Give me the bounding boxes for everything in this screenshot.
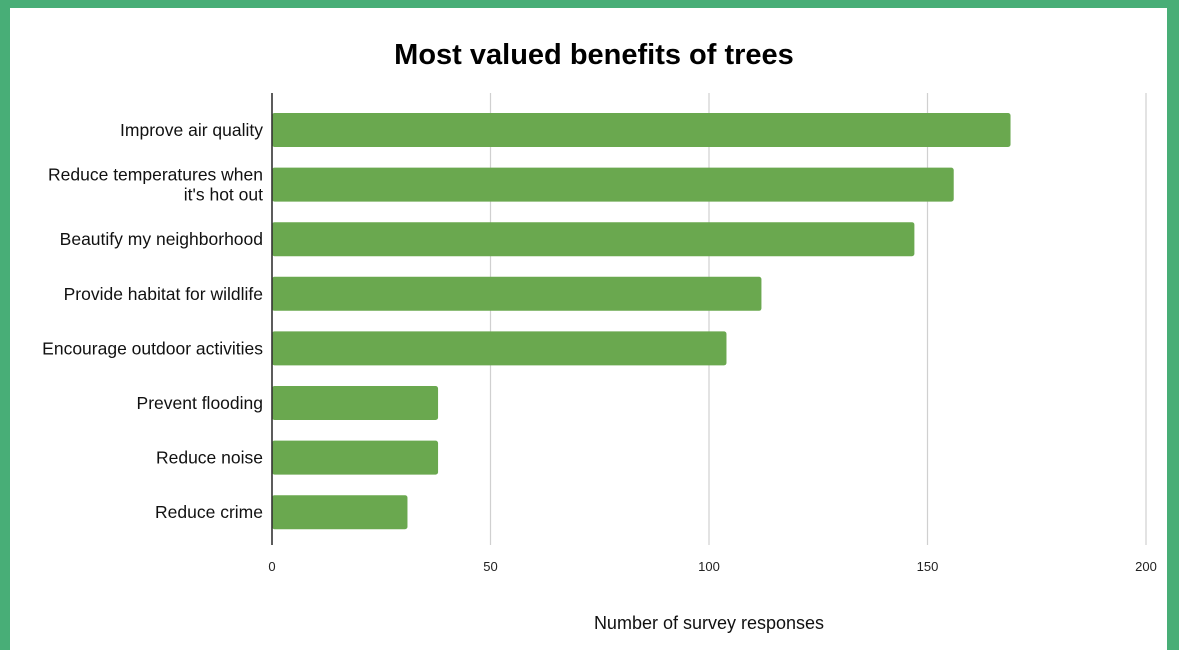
category-label: Encourage outdoor activities [42, 338, 263, 358]
category-label: Prevent flooding [137, 393, 263, 413]
x-tick-label: 200 [1135, 559, 1157, 574]
bar [272, 113, 1011, 147]
x-tick-label: 50 [483, 559, 497, 574]
category-label-line: it's hot out [184, 185, 263, 205]
category-label: Reduce noise [156, 448, 263, 468]
category-label: Reduce temperatures when it's hot out [48, 165, 263, 205]
category-label-line: Reduce noise [156, 448, 263, 468]
bar [272, 276, 762, 311]
category-label: Reduce crime [155, 502, 263, 522]
x-tick-label: 0 [268, 559, 275, 574]
bar [272, 167, 954, 202]
category-label-line: Reduce temperatures when [48, 165, 263, 185]
tick-labels: 0 50 100 150 200 [268, 559, 1156, 574]
category-label-line: Provide habitat for wildlife [64, 284, 263, 304]
category-label-line: Improve air quality [120, 120, 263, 140]
category-label-line: Reduce crime [155, 502, 263, 522]
bar [272, 222, 915, 257]
category-label-line: Encourage outdoor activities [42, 338, 263, 358]
category-label-line: Beautify my neighborhood [60, 229, 263, 249]
x-tick-label: 150 [917, 559, 939, 574]
bar [272, 331, 727, 366]
bar [272, 440, 439, 475]
category-label-line: Prevent flooding [137, 393, 263, 413]
category-labels: Improve air quality Reduce temperatures w… [42, 120, 263, 522]
bar [272, 495, 408, 530]
bar [272, 386, 439, 420]
category-label: Improve air quality [120, 120, 263, 140]
x-tick-label: 100 [698, 559, 720, 574]
category-label: Provide habitat for wildlife [64, 284, 263, 304]
category-label: Beautify my neighborhood [60, 229, 263, 249]
bars [272, 113, 1011, 530]
chart-title: Most valued benefits of trees [394, 39, 794, 71]
x-axis-title: Number of survey responses [594, 613, 824, 633]
gridlines [489, 93, 1147, 545]
